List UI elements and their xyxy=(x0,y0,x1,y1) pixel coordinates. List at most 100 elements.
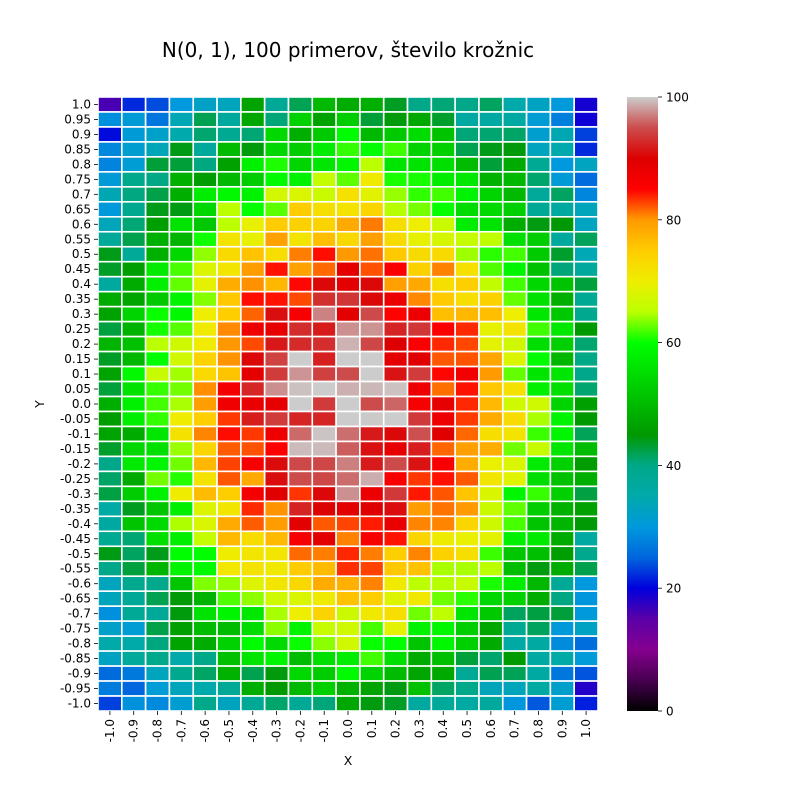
y-tick-label: 0.55 xyxy=(64,232,91,246)
heatmap-cell xyxy=(478,470,504,488)
heatmap-cell xyxy=(144,530,171,548)
x-tick-label: -1.0 xyxy=(103,719,117,742)
colorbar xyxy=(627,97,658,711)
colorbar-tick-label: 0 xyxy=(666,705,674,719)
heatmap-cell xyxy=(287,695,314,712)
heatmap-cell xyxy=(168,230,195,248)
heatmap-cell xyxy=(335,96,361,113)
heatmap-cell xyxy=(335,171,361,188)
heatmap-cell xyxy=(144,290,171,308)
heatmap-cell xyxy=(311,455,337,473)
heatmap-cell xyxy=(335,290,361,308)
heatmap-cell xyxy=(311,201,337,218)
heatmap-cell xyxy=(121,350,147,368)
heatmap-cell xyxy=(168,605,195,622)
heatmap-cell xyxy=(549,201,575,218)
heatmap-cell xyxy=(359,260,385,278)
heatmap-cell xyxy=(287,635,314,652)
heatmap-cell xyxy=(573,470,599,488)
heatmap-cell xyxy=(335,470,361,488)
heatmap-cell xyxy=(501,171,528,188)
heatmap-cell xyxy=(121,440,147,458)
heatmap-cell xyxy=(335,650,361,667)
heatmap-cell xyxy=(144,216,171,233)
heatmap-cell xyxy=(406,395,433,413)
x-tick-label: 0.2 xyxy=(389,719,403,738)
heatmap-cell xyxy=(121,111,147,128)
heatmap-cell xyxy=(192,500,218,518)
heatmap-cell xyxy=(263,605,290,622)
x-tick-label: 0.3 xyxy=(412,719,426,738)
heatmap-cell xyxy=(478,635,504,652)
heatmap-cell xyxy=(240,186,266,203)
heatmap-cell xyxy=(144,260,171,278)
heatmap-cell xyxy=(240,350,266,368)
heatmap-cell xyxy=(287,335,314,353)
heatmap-cell xyxy=(406,305,433,323)
heatmap-cell xyxy=(287,590,314,607)
heatmap-cell xyxy=(192,695,218,712)
heatmap-cell xyxy=(240,335,266,353)
heatmap-cell xyxy=(240,545,266,563)
heatmap-cell xyxy=(359,440,385,458)
heatmap-cell xyxy=(501,395,528,413)
heatmap-cell xyxy=(216,111,242,128)
heatmap-cell xyxy=(121,680,147,697)
heatmap-cell xyxy=(573,230,599,248)
heatmap-cell xyxy=(335,695,361,712)
heatmap-cell xyxy=(216,335,242,353)
heatmap-cell xyxy=(359,620,385,637)
heatmap-cell xyxy=(382,111,409,128)
heatmap-cell xyxy=(501,230,528,248)
y-tick-label: -0.2 xyxy=(68,457,91,471)
heatmap-cell xyxy=(192,485,218,503)
heatmap-cell xyxy=(478,320,504,338)
heatmap-cell xyxy=(240,560,266,578)
heatmap-cell xyxy=(478,485,504,503)
heatmap-cell xyxy=(263,680,290,697)
heatmap-cell xyxy=(216,230,242,248)
heatmap-cell xyxy=(240,216,266,233)
heatmap-cell xyxy=(216,141,242,158)
heatmap-cell xyxy=(287,156,314,173)
heatmap-cell xyxy=(525,620,552,637)
heatmap-cell xyxy=(240,470,266,488)
heatmap-cell xyxy=(192,410,218,428)
heatmap-cell xyxy=(430,530,456,548)
heatmap-cell xyxy=(97,575,123,592)
heatmap-cell xyxy=(97,620,123,637)
heatmap-cell xyxy=(216,216,242,233)
heatmap-cell xyxy=(549,320,575,338)
heatmap-cell xyxy=(525,515,552,533)
heatmap-cell xyxy=(549,530,575,548)
heatmap-cell xyxy=(430,380,456,398)
heatmap-cell xyxy=(573,425,599,443)
heatmap-cell xyxy=(359,111,385,128)
heatmap-cell xyxy=(97,290,123,308)
heatmap-cell xyxy=(216,485,242,503)
heatmap-cell xyxy=(525,425,552,443)
heatmap-cell xyxy=(430,126,456,143)
heatmap-cell xyxy=(263,171,290,188)
heatmap-cell xyxy=(549,350,575,368)
heatmap-cell xyxy=(382,680,409,697)
heatmap-cell xyxy=(311,590,337,607)
heatmap-cell xyxy=(287,230,314,248)
heatmap-cell xyxy=(501,665,528,682)
heatmap-cell xyxy=(144,305,171,323)
heatmap-cell xyxy=(549,695,575,712)
y-tick-label: 0.95 xyxy=(64,112,91,126)
heatmap-cell xyxy=(144,470,171,488)
heatmap-cell xyxy=(192,680,218,697)
heatmap-cell xyxy=(311,111,337,128)
heatmap-cell xyxy=(97,380,123,398)
heatmap-cell xyxy=(335,545,361,563)
heatmap-cell xyxy=(549,545,575,563)
y-tick-label: -0.75 xyxy=(60,622,91,636)
heatmap-cell xyxy=(97,590,123,607)
heatmap-cell xyxy=(382,530,409,548)
heatmap-cell xyxy=(454,275,480,293)
heatmap-cell xyxy=(144,455,171,473)
heatmap-cell xyxy=(549,380,575,398)
heatmap-cell xyxy=(311,440,337,458)
